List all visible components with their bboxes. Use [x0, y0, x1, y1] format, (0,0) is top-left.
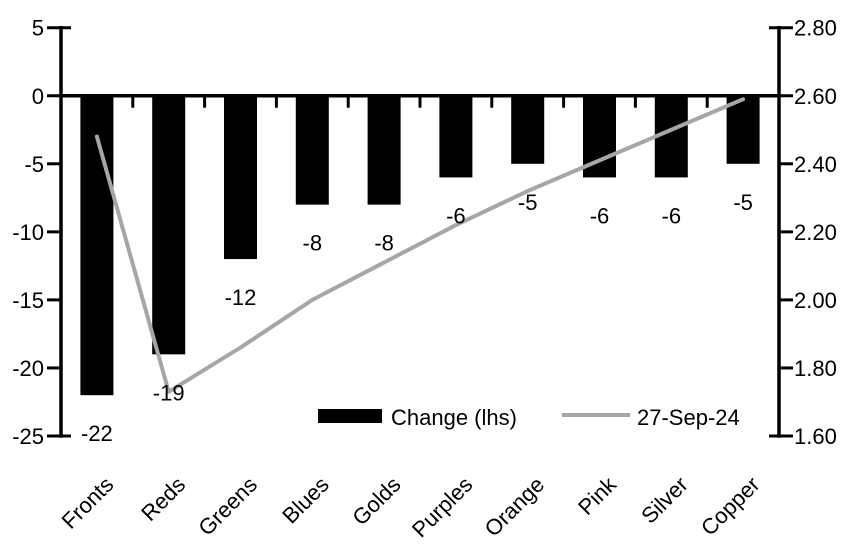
left-axis-tick-label: -5 [24, 152, 44, 177]
bar-value-label: -5 [733, 190, 753, 215]
bar-value-label: -6 [590, 203, 610, 228]
bar-value-label: -12 [225, 285, 257, 310]
bar-value-label: -6 [446, 203, 466, 228]
bar-value-label: -6 [662, 203, 682, 228]
category-label: Reds [136, 472, 190, 526]
category-label: Golds [347, 472, 405, 530]
right-axis-tick-label: 2.80 [794, 16, 837, 41]
category-label: Greens [193, 472, 262, 541]
left-axis-tick-label: -10 [12, 220, 44, 245]
right-axis-tick-label: 2.40 [794, 152, 837, 177]
category-label: Orange [480, 472, 550, 542]
left-axis-tick-label: -20 [12, 356, 44, 381]
bar [726, 95, 760, 164]
category-label: Silver [636, 472, 693, 529]
trend-line [94, 97, 746, 394]
right-axis-tick-label: 1.60 [794, 424, 837, 449]
left-axis-tick-label: -25 [12, 424, 44, 449]
bar-value-label: -8 [303, 231, 323, 256]
left-axis-tick-label: -15 [12, 288, 44, 313]
bar [511, 95, 545, 164]
bar [152, 95, 186, 355]
legend-bar-swatch [318, 409, 382, 423]
category-label: Purples [407, 472, 477, 542]
bar [80, 95, 114, 396]
category-label: Fronts [57, 472, 119, 534]
bar-value-label: -5 [518, 190, 538, 215]
bar [295, 95, 329, 205]
left-axis-tick-label: 0 [32, 84, 44, 109]
category-label: Blues [277, 472, 334, 529]
legend-bar-label: Change (lhs) [391, 405, 517, 430]
bar [439, 95, 473, 178]
bar-value-label: -19 [153, 380, 185, 405]
right-axis-tick-label: 2.20 [794, 220, 837, 245]
category-label: Pink [573, 471, 622, 520]
bar-value-label: -8 [374, 231, 394, 256]
right-axis-tick-label: 2.60 [794, 84, 837, 109]
right-axis-tick-label: 2.00 [794, 288, 837, 313]
bar [367, 95, 401, 205]
legend-line-label: 27-Sep-24 [637, 405, 740, 430]
category-label: Copper [696, 472, 765, 541]
right-axis-tick-label: 1.80 [794, 356, 837, 381]
left-axis-tick-label: 5 [32, 16, 44, 41]
bar [224, 95, 257, 260]
bar-value-label: -22 [81, 421, 113, 446]
